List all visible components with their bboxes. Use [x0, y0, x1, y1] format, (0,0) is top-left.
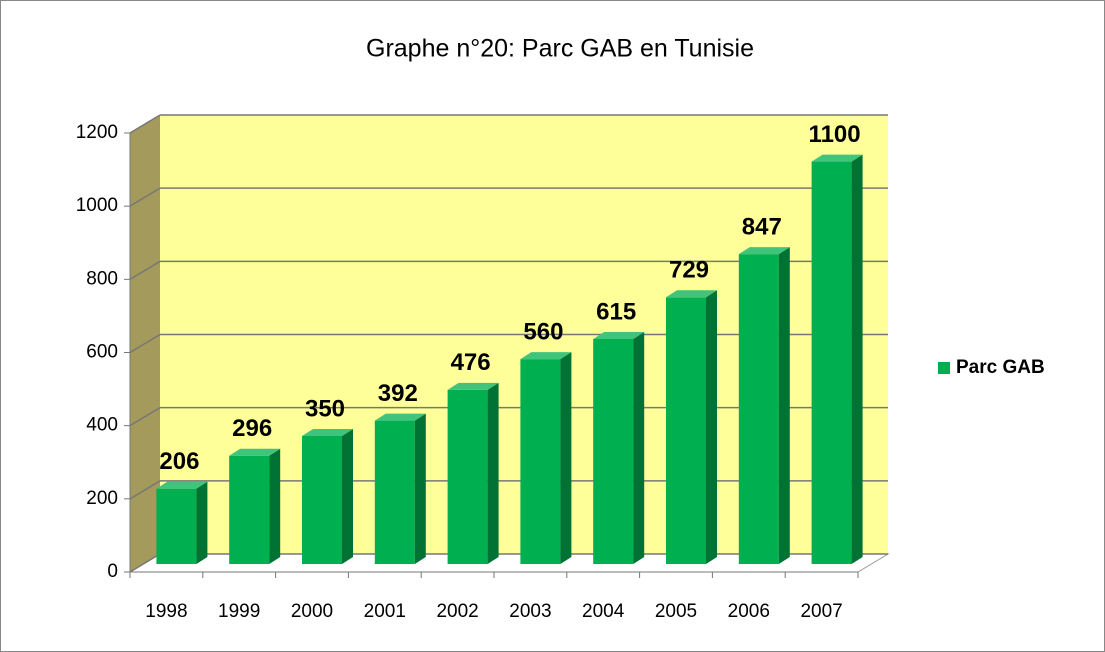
- y-tick-label: 200: [86, 488, 118, 509]
- x-tick-label: 2003: [509, 601, 551, 622]
- bar-top: [229, 448, 281, 456]
- bar: [302, 428, 353, 564]
- data-label: 1100: [809, 121, 861, 148]
- bar-top: [156, 481, 208, 489]
- bar-front: [229, 455, 270, 564]
- y-tick-label: 1000: [76, 195, 118, 216]
- bar-side: [633, 332, 645, 564]
- x-tick-label: 2007: [800, 601, 842, 622]
- bar-front: [666, 297, 706, 564]
- bar-side: [342, 428, 353, 564]
- bar-front: [447, 389, 488, 564]
- bar-front: [593, 339, 634, 564]
- bar-top: [666, 290, 717, 298]
- x-tick-label: 2000: [291, 601, 333, 622]
- bar-side: [778, 247, 790, 564]
- x-tick-label: 1998: [145, 601, 187, 622]
- side-grid-line: [129, 553, 161, 573]
- data-label: 847: [742, 213, 782, 240]
- bar: [666, 290, 717, 564]
- y-tick-label: 0: [107, 561, 118, 582]
- bar-front: [302, 435, 342, 564]
- x-tick-label: 2004: [582, 601, 625, 622]
- side-grid-line: [129, 114, 161, 134]
- bar-side: [414, 413, 426, 564]
- bar-side: [269, 448, 281, 564]
- y-tick-label: 600: [86, 342, 118, 363]
- bar-top: [302, 428, 353, 436]
- data-label: 615: [596, 298, 636, 325]
- data-label: 560: [523, 318, 563, 345]
- side-grid-line: [129, 260, 161, 280]
- bar-side: [706, 290, 717, 564]
- bar-front: [811, 161, 852, 565]
- x-tick-label: 2001: [364, 601, 406, 622]
- bar-front: [156, 488, 197, 564]
- data-label: 729: [669, 257, 709, 284]
- bar-top: [520, 352, 572, 360]
- data-label: 350: [305, 395, 345, 422]
- side-grid-line: [129, 333, 161, 354]
- x-tick-label: 2006: [728, 601, 770, 622]
- side-grid-line: [129, 480, 161, 500]
- legend-swatch: [938, 362, 950, 374]
- legend-label: Parc GAB: [956, 357, 1045, 378]
- x-tick-label: 2005: [655, 601, 697, 622]
- bar-top: [811, 154, 863, 162]
- bar-top: [374, 413, 426, 421]
- bar-side: [851, 154, 863, 565]
- data-label: 392: [378, 380, 418, 407]
- bar: [447, 382, 499, 564]
- bar-top: [738, 247, 790, 255]
- bar-front: [738, 254, 779, 564]
- bar: [374, 413, 426, 564]
- bar-side: [196, 481, 208, 564]
- y-tick-label: 800: [86, 268, 118, 289]
- data-label: 476: [451, 349, 491, 376]
- bar-side: [560, 352, 572, 564]
- bar-top: [593, 332, 645, 340]
- y-tick-label: 400: [86, 415, 118, 436]
- x-tick-label: 2002: [436, 601, 478, 622]
- y-tick-label: 1200: [76, 122, 118, 143]
- bar: [738, 247, 790, 564]
- bar: [229, 448, 281, 564]
- x-tick-label: 1999: [218, 601, 260, 622]
- bar: [156, 481, 208, 564]
- bar-front: [520, 359, 561, 564]
- bar-front: [374, 420, 415, 564]
- data-label: 296: [232, 415, 272, 442]
- chart-title: Graphe n°20: Parc GAB en Tunisie: [366, 35, 754, 63]
- side-grid-line: [129, 187, 161, 207]
- side-grid-line: [129, 407, 161, 427]
- bar: [520, 352, 572, 564]
- data-label: 206: [159, 448, 199, 475]
- bar-top: [447, 382, 499, 390]
- bar: [811, 154, 863, 565]
- bar: [593, 332, 645, 564]
- bar-side: [487, 382, 499, 564]
